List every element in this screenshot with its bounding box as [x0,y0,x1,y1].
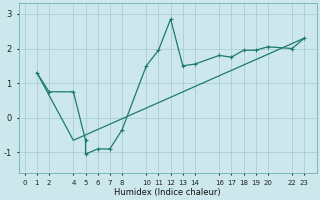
X-axis label: Humidex (Indice chaleur): Humidex (Indice chaleur) [114,188,221,197]
